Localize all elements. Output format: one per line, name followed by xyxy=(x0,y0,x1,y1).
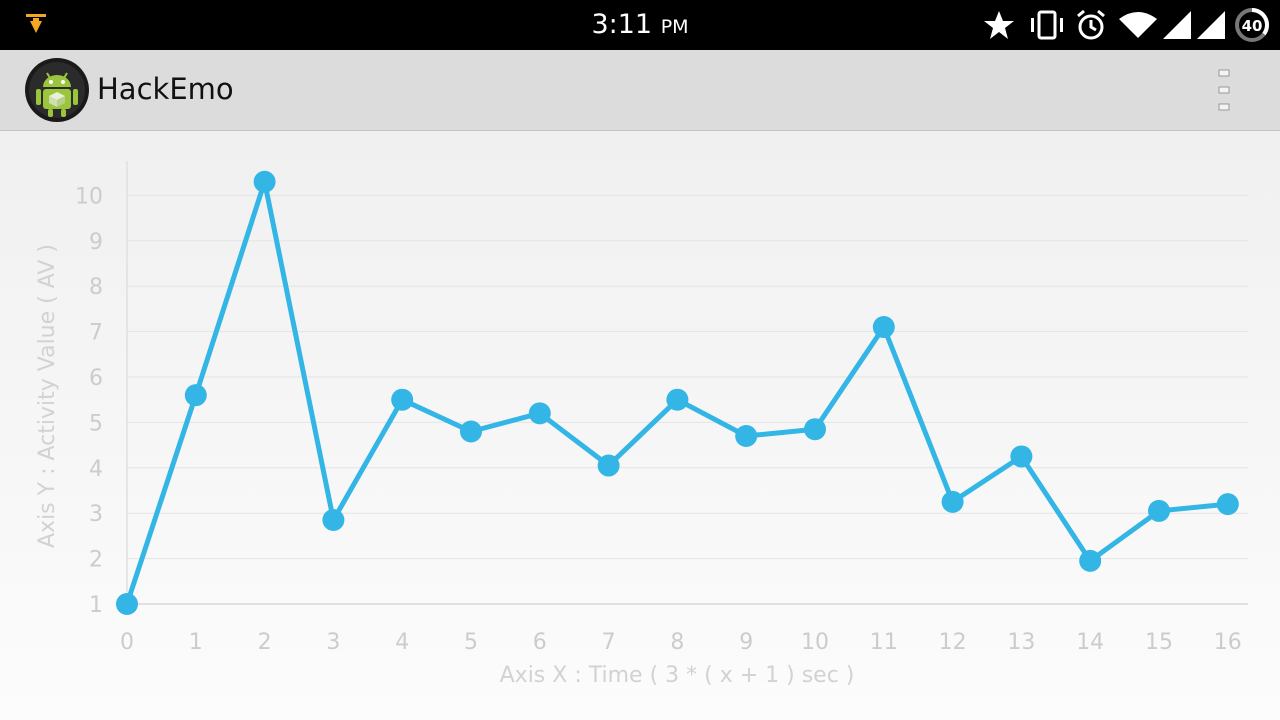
x-axis-title: Axis X : Time ( 3 * ( x + 1 ) sec ) xyxy=(500,663,855,688)
x-tick-label: 10 xyxy=(801,630,829,655)
chart-axes xyxy=(126,161,1248,605)
status-ampm: PM xyxy=(660,16,689,38)
data-point xyxy=(1010,445,1033,468)
alarm-icon xyxy=(1077,9,1105,40)
y-axis-title: Axis Y : Activity Value ( AV ) xyxy=(35,244,60,548)
data-point xyxy=(1216,493,1239,516)
y-tick-labels: 1 2 3 4 5 6 7 8 9 10 xyxy=(75,184,103,618)
chart-grid xyxy=(127,194,1248,560)
data-point xyxy=(597,454,620,477)
data-point xyxy=(460,420,482,443)
x-tick-labels: 0 1 2 3 4 5 6 7 8 9 10 11 12 13 14 15 16 xyxy=(120,630,1242,655)
battery-icon: 40 xyxy=(1235,8,1269,42)
x-tick-label: 2 xyxy=(258,630,272,655)
data-point xyxy=(184,384,207,407)
data-point xyxy=(322,509,345,532)
y-tick-label: 5 xyxy=(89,411,103,436)
data-point xyxy=(872,316,895,339)
x-tick-label: 16 xyxy=(1214,630,1242,655)
x-tick-label: 5 xyxy=(464,630,478,655)
x-tick-label: 12 xyxy=(939,630,967,655)
series-layer xyxy=(116,170,1239,615)
status-clock: 3:11 PM xyxy=(0,9,1280,40)
data-point xyxy=(735,425,758,448)
data-point xyxy=(116,593,138,615)
cell-signal-icon-2 xyxy=(1197,11,1225,39)
cell-signal-icon xyxy=(1163,11,1191,39)
y-tick-label: 3 xyxy=(89,502,103,527)
x-tick-label: 1 xyxy=(189,630,203,655)
y-tick-label: 7 xyxy=(89,321,103,346)
data-point xyxy=(1148,499,1170,522)
y-tick-label: 9 xyxy=(89,230,103,255)
battery-level: 40 xyxy=(1242,17,1263,35)
y-tick-label: 8 xyxy=(89,275,103,300)
data-point xyxy=(941,490,964,513)
download-notification-icon xyxy=(26,14,46,33)
x-tick-label: 13 xyxy=(1007,630,1035,655)
vibrate-icon xyxy=(1031,10,1063,40)
app-title: HackEmo xyxy=(97,72,234,106)
x-tick-label: 3 xyxy=(326,630,340,655)
x-tick-label: 9 xyxy=(739,630,753,655)
wifi-icon xyxy=(1119,12,1157,38)
y-tick-label: 4 xyxy=(89,457,103,482)
x-tick-label: 7 xyxy=(602,630,616,655)
data-point xyxy=(528,402,551,425)
data-point xyxy=(804,418,826,441)
overflow-menu-icon[interactable] xyxy=(1208,64,1240,116)
x-tick-label: 0 xyxy=(120,630,134,655)
y-tick-label: 2 xyxy=(89,548,103,573)
x-tick-label: 6 xyxy=(533,630,547,655)
data-point xyxy=(253,170,276,193)
chart-area: 1 2 3 4 5 6 7 8 9 10 0 1 2 3 4 5 6 7 8 9 10 11 12 13 14 15 16 Axi… xyxy=(0,131,1280,720)
y-tick-label: 10 xyxy=(75,184,103,209)
y-tick-label: 1 xyxy=(89,593,103,618)
data-point xyxy=(1079,549,1102,572)
x-tick-label: 14 xyxy=(1076,630,1104,655)
x-tick-label: 11 xyxy=(870,630,898,655)
x-tick-label: 15 xyxy=(1145,630,1173,655)
action-bar: HackEmo xyxy=(0,50,1280,131)
status-time: 3:11 xyxy=(591,9,653,40)
status-bar: 3:11 PM 40 xyxy=(0,0,1280,50)
x-tick-label: 4 xyxy=(395,630,409,655)
x-tick-label: 8 xyxy=(670,630,684,655)
android-app-icon[interactable] xyxy=(24,57,90,123)
data-point xyxy=(666,388,689,411)
star-icon xyxy=(984,11,1014,39)
data-point xyxy=(391,388,414,411)
y-tick-label: 6 xyxy=(89,366,103,391)
